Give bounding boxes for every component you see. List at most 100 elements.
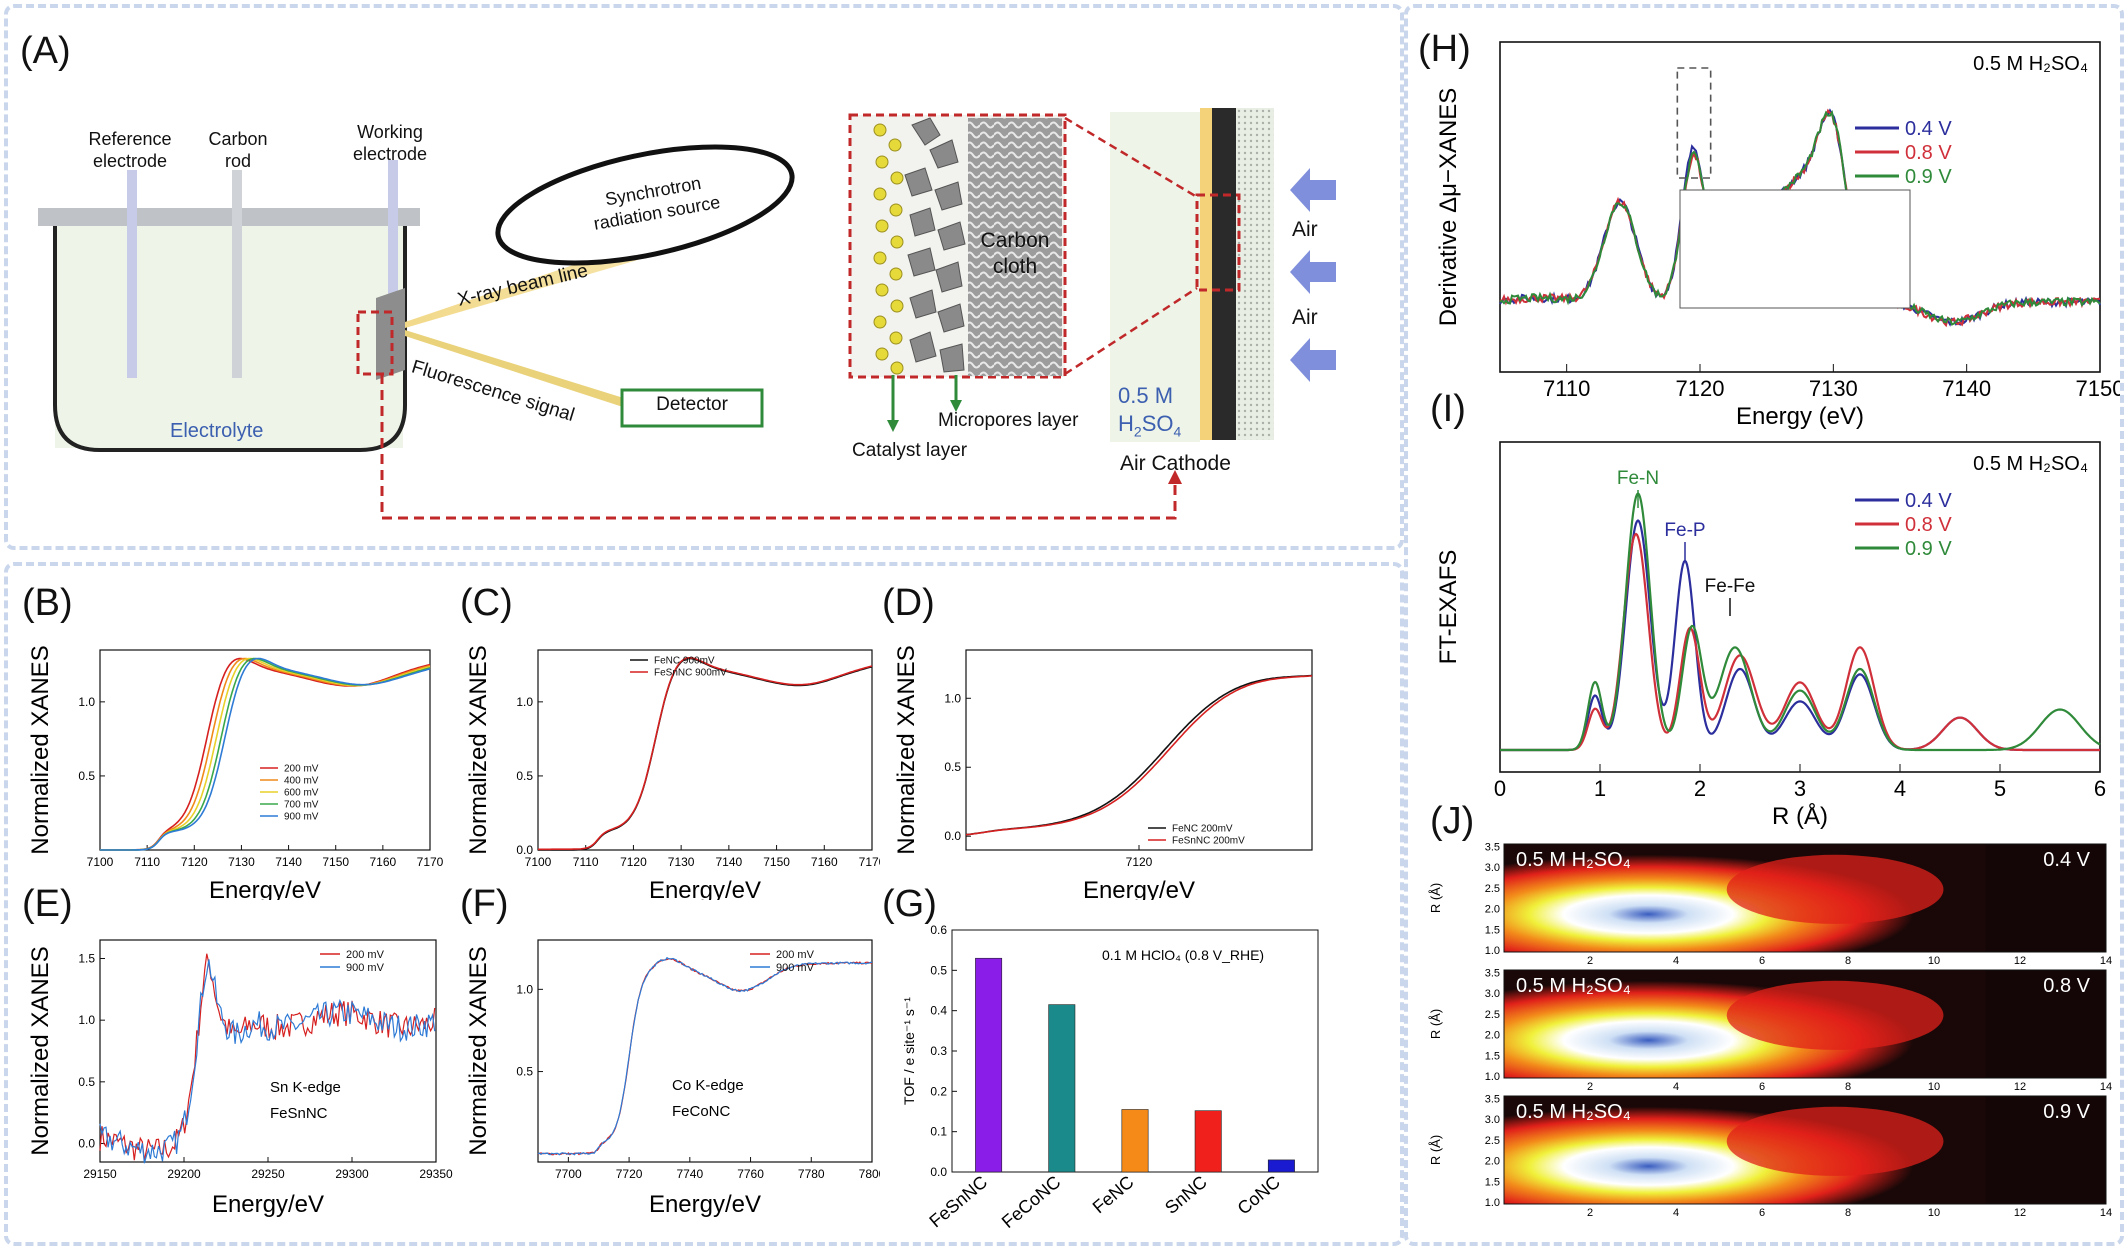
series-line xyxy=(1500,532,2100,752)
panel-label-d: (D) xyxy=(882,582,935,624)
x-tick-label: 10 xyxy=(1928,1207,1940,1219)
bar-FeCoNC xyxy=(1048,1004,1076,1173)
x-tick-label: 8 xyxy=(1845,1081,1851,1093)
air-label-1: Air xyxy=(1292,218,1318,241)
y-tick-label: 2.5 xyxy=(1485,1135,1500,1147)
peak-label: Fe-N xyxy=(1617,468,1659,489)
x-tick-label: 7110 xyxy=(573,855,599,869)
bar-SnNC xyxy=(1194,1110,1222,1173)
series-line xyxy=(965,674,1313,836)
x-tick-label: 7120 xyxy=(1676,376,1725,401)
x-tick-label: 7780 xyxy=(798,1167,825,1181)
x-tick-label: 8 xyxy=(1845,955,1851,967)
plot-frame xyxy=(1499,41,2101,373)
y-tick-label: 0.0 xyxy=(516,843,533,857)
x-tick-label: 7140 xyxy=(1942,376,1991,401)
air-cathode-label: Air Cathode xyxy=(1120,452,1231,475)
y-tick-label: 2.0 xyxy=(1485,1156,1500,1168)
heatmap-lobe xyxy=(1726,854,1944,924)
x-tick-label: 7160 xyxy=(811,855,838,869)
x-axis-label: Energy (eV) xyxy=(1736,403,1864,430)
legend-label: 200 mV xyxy=(346,949,385,961)
x-tick-label: 7150 xyxy=(322,855,349,869)
panel-label-i: (I) xyxy=(1430,388,1466,430)
plot-frame xyxy=(99,939,437,1163)
series-line xyxy=(537,958,873,1156)
legend-label: 200 mV xyxy=(776,949,815,961)
map-potential: 0.4 V xyxy=(2043,849,2090,871)
x-tick-label: 2 xyxy=(1694,776,1706,801)
y-axis-label: R (Å) xyxy=(1428,883,1443,913)
series-line xyxy=(538,657,873,851)
x-tick-label: 4 xyxy=(1673,1081,1679,1093)
x-tick-label: 12 xyxy=(2014,1081,2026,1093)
x-axis-label: Energy/eV xyxy=(649,877,761,900)
x-tick-label: 29200 xyxy=(167,1167,201,1181)
annotation-text: 0.5 M H₂SO₄ xyxy=(1973,453,2088,475)
x-tick-label: 6 xyxy=(1759,1081,1765,1093)
x-tick-label: 6 xyxy=(2094,776,2106,801)
x-axis-label: Energy/eV xyxy=(212,1191,324,1218)
x-tick-label: 4 xyxy=(1673,955,1679,967)
x-tick-label: 7760 xyxy=(737,1167,764,1181)
reference-electrode-label: Reference electrode xyxy=(60,128,200,172)
x-tick-label: 6 xyxy=(1759,1207,1765,1219)
series-line xyxy=(965,675,1313,836)
working-electrode xyxy=(388,160,398,310)
y-tick-label: 1.0 xyxy=(516,982,533,996)
series-line xyxy=(1499,110,2101,326)
x-category-label: FeSnNC xyxy=(925,1172,991,1232)
carbon-rod-label: Carbon rod xyxy=(188,128,288,172)
legend-label: FeNC 200mV xyxy=(1172,824,1233,835)
y-tick-label: 2.5 xyxy=(1485,883,1500,895)
y-tick-label: 0.4 xyxy=(930,1004,947,1018)
y-tick-label: 0.3 xyxy=(930,1044,947,1058)
x-tick-label: 14 xyxy=(2100,955,2112,967)
panel-label-e: (E) xyxy=(22,883,73,925)
chart-d: 7120 0.0 0.5 1.0 Energy/eV Normalized XANES Fe… xyxy=(893,645,1313,900)
y-tick-label: 3.0 xyxy=(1485,1114,1500,1126)
legend-label: 700 mV xyxy=(284,800,319,811)
label-line: Reference xyxy=(88,129,172,149)
x-tick-label: 8 xyxy=(1845,1207,1851,1219)
x-tick-label: 7740 xyxy=(676,1167,703,1181)
y-tick-label: 0.1 xyxy=(930,1125,947,1139)
y-tick-label: 0.0 xyxy=(930,1165,947,1179)
y-axis-label: TOF / e site⁻¹ s⁻¹ xyxy=(901,997,917,1105)
working-electrode-label: Working electrode xyxy=(330,121,450,165)
x-tick-label: 12 xyxy=(2014,955,2026,967)
y-tick-label: 0.5 xyxy=(930,963,947,977)
legend-label: 0.8 V xyxy=(1905,514,1952,536)
y-tick-label: 3.0 xyxy=(1485,988,1500,1000)
y-tick-label: 3.5 xyxy=(1485,841,1500,853)
legend-label: 900 mV xyxy=(776,962,815,974)
x-tick-label: 7110 xyxy=(1543,376,1590,401)
acid-sub: 4 xyxy=(1173,423,1182,440)
x-tick-label: 4 xyxy=(1894,776,1906,801)
panel-label-g: (G) xyxy=(882,883,937,925)
y-tick-label: 2.0 xyxy=(1485,1030,1500,1042)
x-axis-label: Energy/eV xyxy=(209,877,321,900)
y-axis-label: Normalized XANES xyxy=(465,645,492,854)
x-tick-label: 10 xyxy=(1928,1081,1940,1093)
peak-label: Fe-P xyxy=(1664,520,1705,541)
x-tick-label: 6 xyxy=(1759,955,1765,967)
y-tick-label: 0.5 xyxy=(78,1075,95,1089)
plot-frame xyxy=(537,649,873,851)
x-tick-label: 2 xyxy=(1587,1081,1593,1093)
y-tick-label: 3.5 xyxy=(1485,1093,1500,1105)
legend-label: 0.9 V xyxy=(1905,538,1952,560)
label-line: Carbon xyxy=(980,229,1050,252)
plot-frame xyxy=(99,649,431,851)
legend-label: 0.8 V xyxy=(1905,142,1952,164)
series-line xyxy=(99,959,436,1164)
y-tick-label: 1.0 xyxy=(944,691,961,705)
x-tick-label: 7150 xyxy=(2076,376,2120,401)
x-tick-label: 14 xyxy=(2100,1081,2112,1093)
series-line-400mV xyxy=(100,657,431,851)
y-axis-label: Normalized XANES xyxy=(27,946,54,1155)
chart-e: 29150 29200 29250 29300 29350 0.0 0.5 1.0 1.5 Ene… xyxy=(27,939,453,1218)
y-axis-label: Normalized XANES xyxy=(893,645,920,854)
y-tick-label: 1.0 xyxy=(1485,1197,1500,1209)
